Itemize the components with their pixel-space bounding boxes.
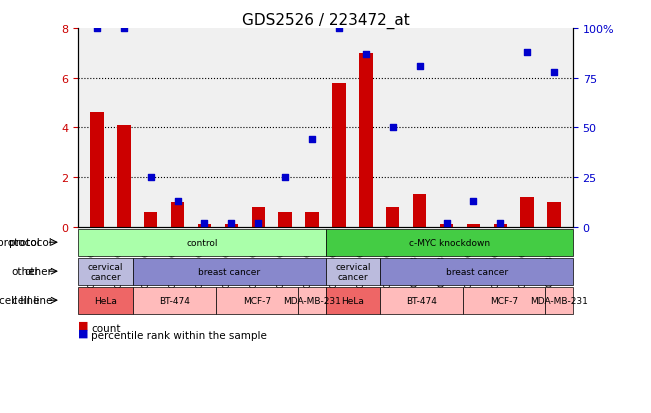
Point bbox=[280, 174, 290, 181]
Bar bbox=[198, 225, 211, 227]
Point bbox=[92, 26, 102, 32]
Point bbox=[522, 50, 533, 56]
Text: MDA-MB-231: MDA-MB-231 bbox=[283, 296, 340, 305]
Bar bbox=[171, 202, 184, 227]
Text: other: other bbox=[12, 266, 39, 277]
Bar bbox=[493, 225, 507, 227]
Point bbox=[549, 69, 559, 76]
Bar bbox=[144, 212, 158, 227]
Point bbox=[415, 63, 425, 70]
Point bbox=[253, 220, 264, 226]
Bar bbox=[440, 225, 453, 227]
Text: count: count bbox=[91, 323, 120, 333]
Text: percentile rank within the sample: percentile rank within the sample bbox=[91, 330, 267, 340]
Bar bbox=[413, 195, 426, 227]
Point bbox=[495, 220, 505, 226]
Text: cervical
cancer: cervical cancer bbox=[88, 262, 123, 281]
Point bbox=[468, 198, 478, 205]
Text: BT-474: BT-474 bbox=[159, 296, 189, 305]
Text: breast cancer: breast cancer bbox=[446, 267, 508, 276]
Point bbox=[199, 220, 210, 226]
Bar bbox=[547, 202, 561, 227]
Bar bbox=[359, 54, 372, 227]
Bar bbox=[386, 207, 400, 227]
Point bbox=[387, 125, 398, 131]
Point bbox=[226, 220, 236, 226]
Text: MCF-7: MCF-7 bbox=[490, 296, 518, 305]
Bar bbox=[225, 225, 238, 227]
Bar bbox=[305, 212, 319, 227]
Point bbox=[334, 26, 344, 32]
Point bbox=[118, 26, 129, 32]
Bar bbox=[279, 212, 292, 227]
Bar bbox=[251, 207, 265, 227]
Text: ■: ■ bbox=[78, 328, 89, 337]
Text: cell line: cell line bbox=[0, 295, 39, 306]
Bar bbox=[520, 197, 534, 227]
Point bbox=[441, 220, 452, 226]
Text: HeLa: HeLa bbox=[342, 296, 365, 305]
Text: cell line: cell line bbox=[12, 295, 52, 306]
Bar bbox=[117, 126, 131, 227]
Text: c-MYC knockdown: c-MYC knockdown bbox=[409, 238, 490, 247]
Bar bbox=[332, 83, 346, 227]
Bar bbox=[90, 113, 104, 227]
Text: protocol: protocol bbox=[0, 237, 39, 248]
Text: HeLa: HeLa bbox=[94, 296, 117, 305]
Point bbox=[361, 51, 371, 58]
Point bbox=[173, 198, 183, 205]
Text: MDA-MB-231: MDA-MB-231 bbox=[530, 296, 588, 305]
Text: breast cancer: breast cancer bbox=[199, 267, 260, 276]
Point bbox=[307, 137, 317, 143]
Text: protocol: protocol bbox=[9, 237, 52, 248]
Text: MCF-7: MCF-7 bbox=[243, 296, 271, 305]
Text: ■: ■ bbox=[78, 320, 89, 330]
Text: GDS2526 / 223472_at: GDS2526 / 223472_at bbox=[242, 12, 409, 28]
Text: BT-474: BT-474 bbox=[406, 296, 437, 305]
Text: control: control bbox=[186, 238, 217, 247]
Text: cervical
cancer: cervical cancer bbox=[335, 262, 370, 281]
Point bbox=[146, 174, 156, 181]
Bar bbox=[467, 225, 480, 227]
Text: other: other bbox=[24, 266, 52, 277]
